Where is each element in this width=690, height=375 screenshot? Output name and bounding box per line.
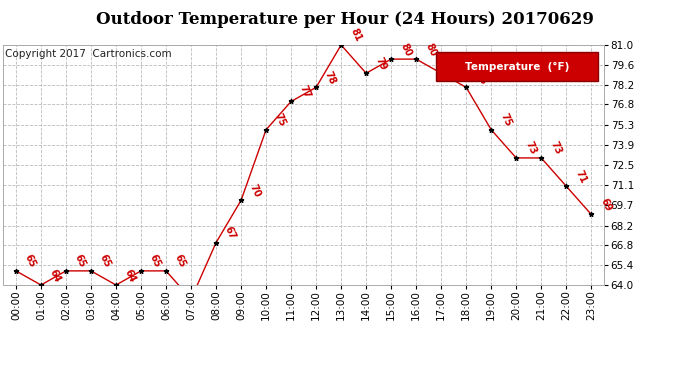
Point: [561, 183, 572, 189]
Text: 65: 65: [73, 253, 88, 270]
Point: [335, 42, 346, 48]
Point: [261, 127, 272, 133]
Point: [135, 268, 146, 274]
Point: [161, 268, 172, 274]
Text: 81: 81: [348, 27, 363, 44]
Text: 73: 73: [523, 140, 538, 156]
Text: 79: 79: [373, 56, 388, 72]
Point: [486, 127, 497, 133]
Text: 70: 70: [248, 183, 263, 199]
Text: 69: 69: [598, 196, 613, 213]
Text: 63: 63: [0, 374, 1, 375]
Point: [461, 84, 472, 90]
FancyBboxPatch shape: [435, 52, 598, 81]
Text: 78: 78: [323, 69, 338, 86]
Point: [186, 296, 197, 302]
Point: [10, 268, 21, 274]
Point: [586, 211, 597, 217]
Text: 71: 71: [573, 168, 588, 185]
Text: 65: 65: [23, 253, 38, 270]
Text: 67: 67: [223, 225, 238, 241]
Point: [435, 70, 446, 76]
Text: 64: 64: [123, 267, 138, 284]
Text: Copyright 2017  Cartronics.com: Copyright 2017 Cartronics.com: [5, 49, 171, 58]
Point: [210, 240, 221, 246]
Text: 80: 80: [423, 41, 438, 58]
Text: 73: 73: [548, 140, 563, 156]
Text: 64: 64: [48, 267, 63, 284]
Point: [411, 56, 422, 62]
Text: Outdoor Temperature per Hour (24 Hours) 20170629: Outdoor Temperature per Hour (24 Hours) …: [96, 11, 594, 28]
Point: [61, 268, 72, 274]
Text: 75: 75: [273, 112, 288, 128]
Point: [535, 155, 546, 161]
Point: [386, 56, 397, 62]
Text: 77: 77: [298, 84, 313, 100]
Text: 65: 65: [173, 253, 188, 270]
Text: 79: 79: [448, 56, 463, 72]
Text: Temperature  (°F): Temperature (°F): [464, 62, 569, 72]
Point: [310, 84, 322, 90]
Point: [35, 282, 46, 288]
Point: [511, 155, 522, 161]
Text: 65: 65: [148, 253, 163, 270]
Text: 78: 78: [473, 69, 488, 86]
Text: 65: 65: [98, 253, 112, 270]
Text: 80: 80: [398, 41, 413, 58]
Point: [286, 99, 297, 105]
Point: [361, 70, 372, 76]
Point: [110, 282, 121, 288]
Point: [86, 268, 97, 274]
Text: 75: 75: [498, 112, 513, 128]
Point: [235, 197, 246, 203]
